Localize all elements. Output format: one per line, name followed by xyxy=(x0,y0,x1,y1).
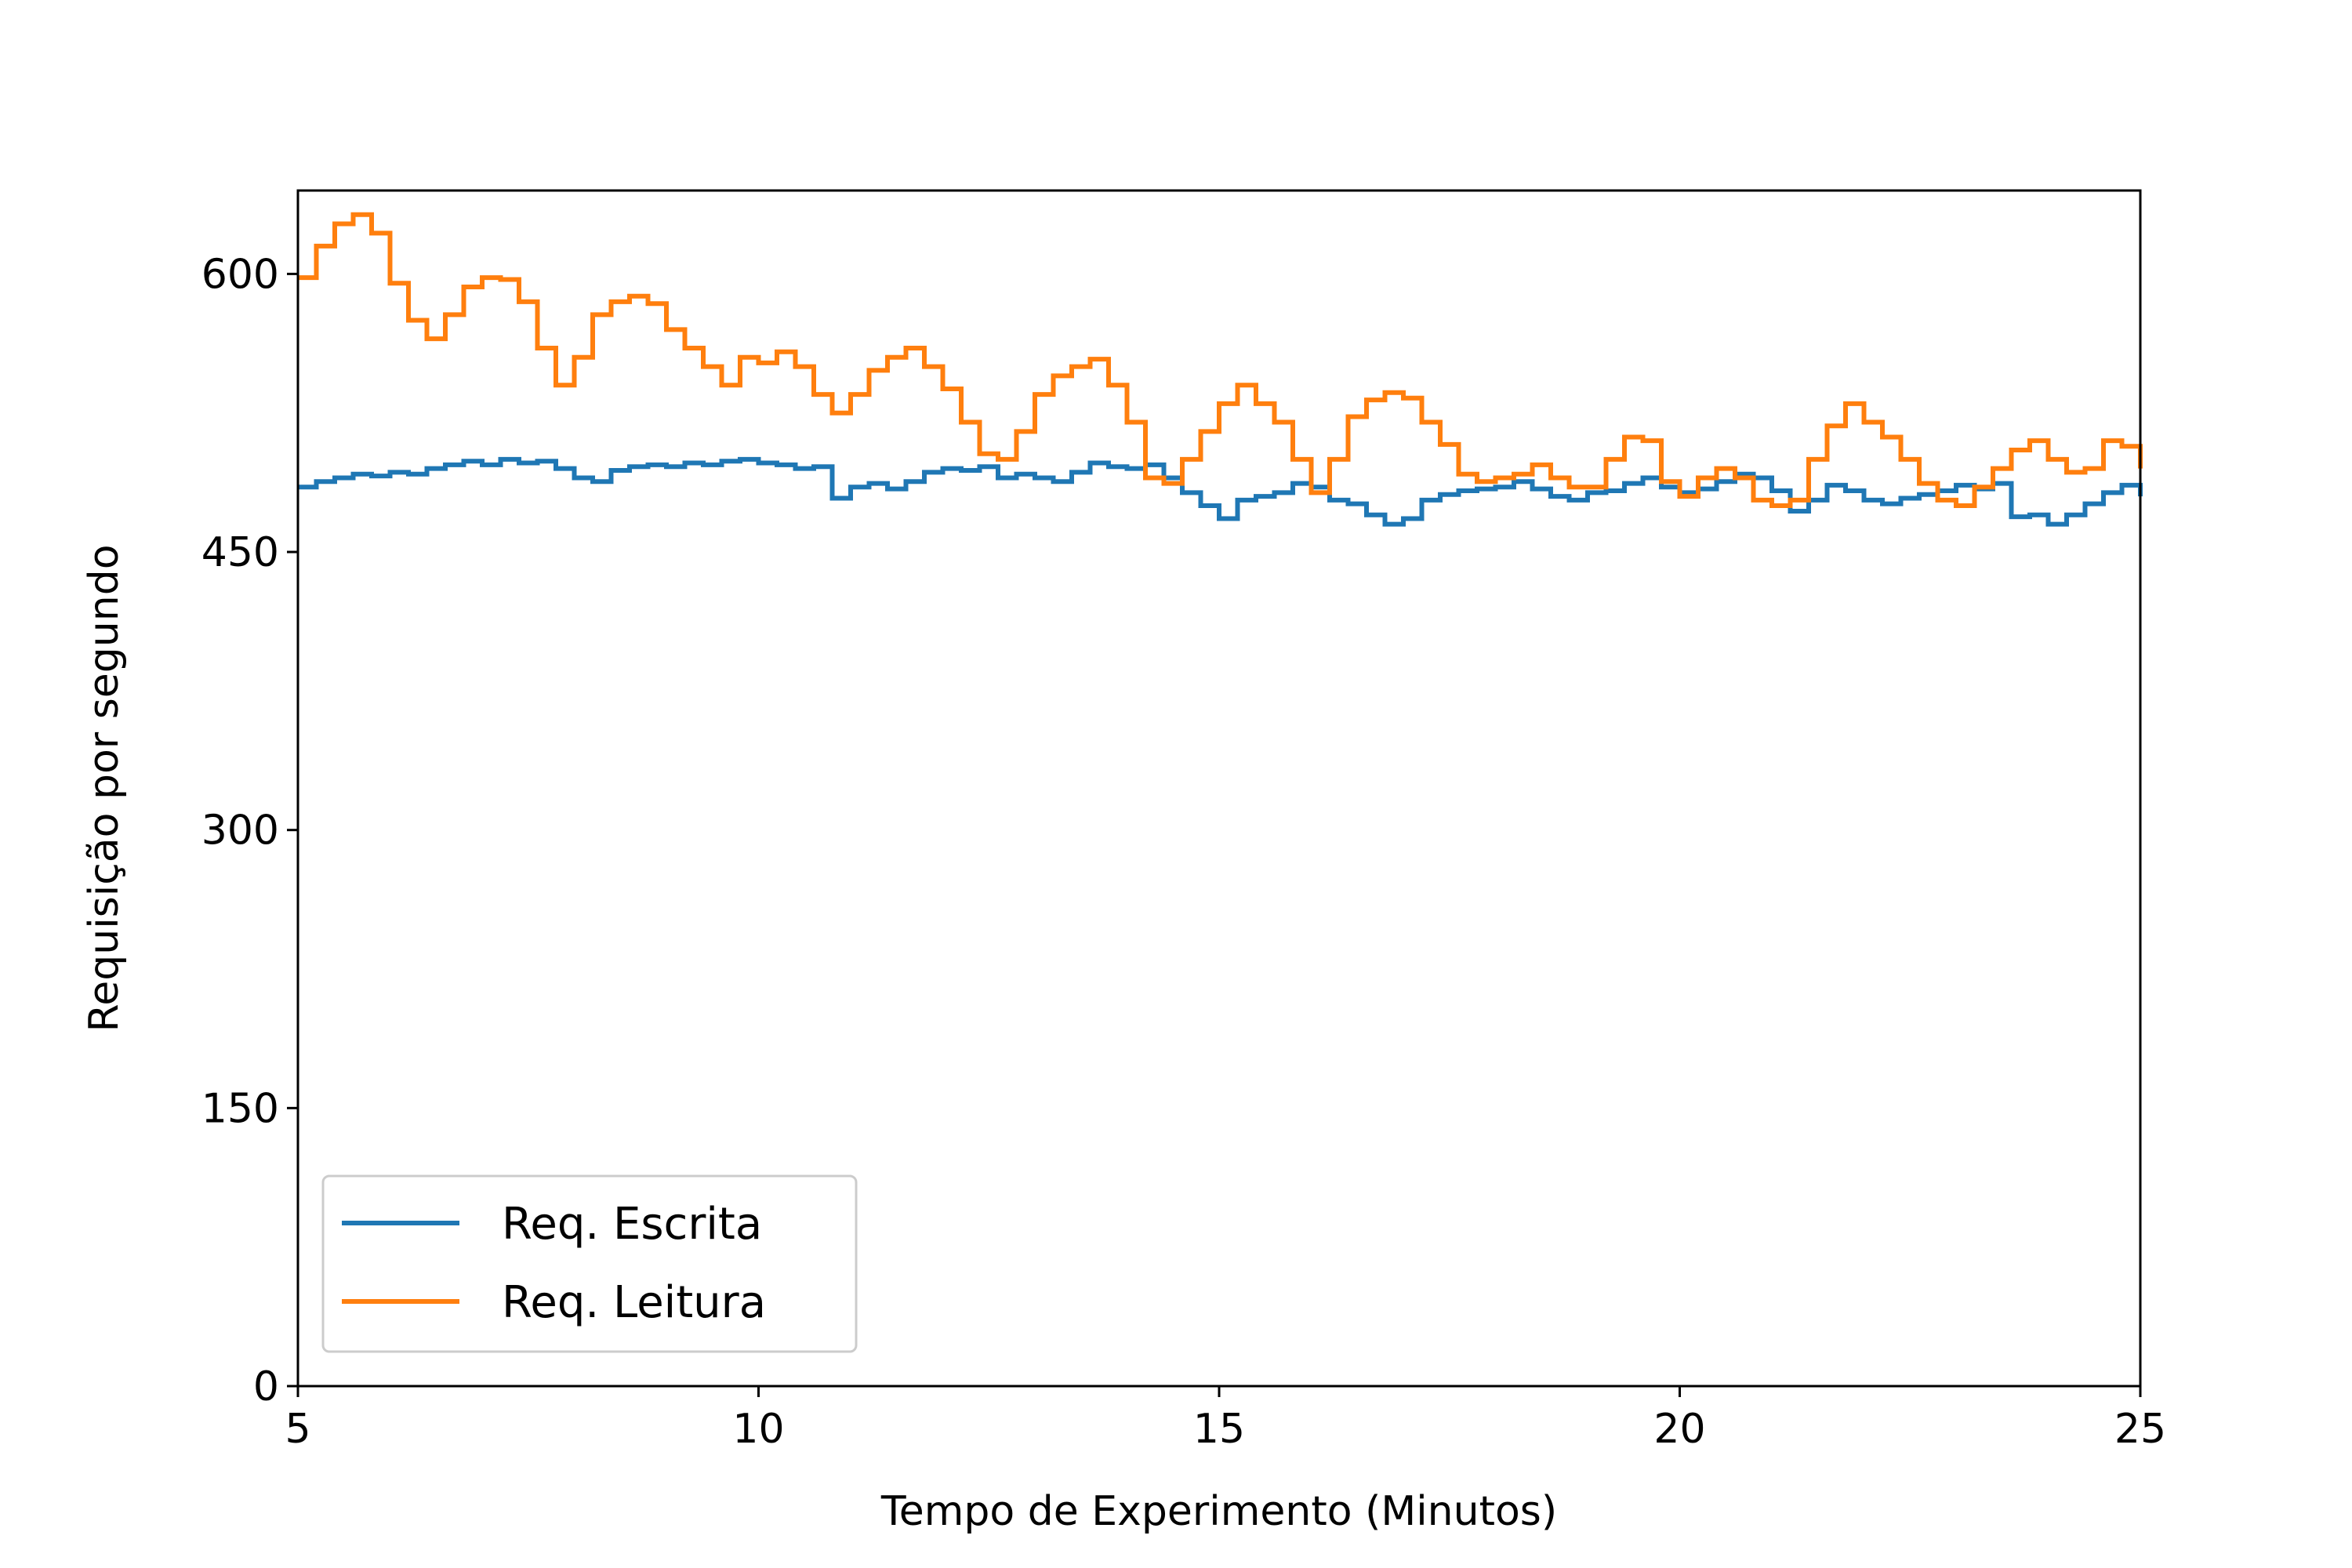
x-tick-label: 15 xyxy=(1193,1406,1245,1453)
y-tick-label: 600 xyxy=(201,251,279,298)
series-line-req-escrita xyxy=(298,456,2143,527)
series-layer xyxy=(298,212,2143,527)
x-tick-label: 5 xyxy=(285,1406,310,1453)
x-tick-label: 10 xyxy=(732,1406,784,1453)
y-axis-label: Requisição por segundo xyxy=(81,544,128,1032)
x-axis-label: Tempo de Experimento (Minutos) xyxy=(880,1488,1557,1535)
x-tick-label: 25 xyxy=(2114,1406,2166,1453)
y-tick-label: 300 xyxy=(201,808,279,855)
legend-label-req-leitura: Req. Leitura xyxy=(502,1277,766,1328)
legend: Req. Escrita Req. Leitura xyxy=(321,1174,858,1353)
series-line-req-leitura xyxy=(298,212,2143,508)
legend-box xyxy=(321,1174,858,1353)
legend-label-req-escrita: Req. Escrita xyxy=(502,1199,762,1250)
ticks-layer: 5 10 15 20 25 0 150 300 450 600 xyxy=(201,251,2166,1453)
x-tick-label: 20 xyxy=(1653,1406,1705,1453)
y-tick-label: 450 xyxy=(201,529,279,576)
y-tick-label: 150 xyxy=(201,1085,279,1132)
y-tick-label: 0 xyxy=(253,1363,279,1410)
